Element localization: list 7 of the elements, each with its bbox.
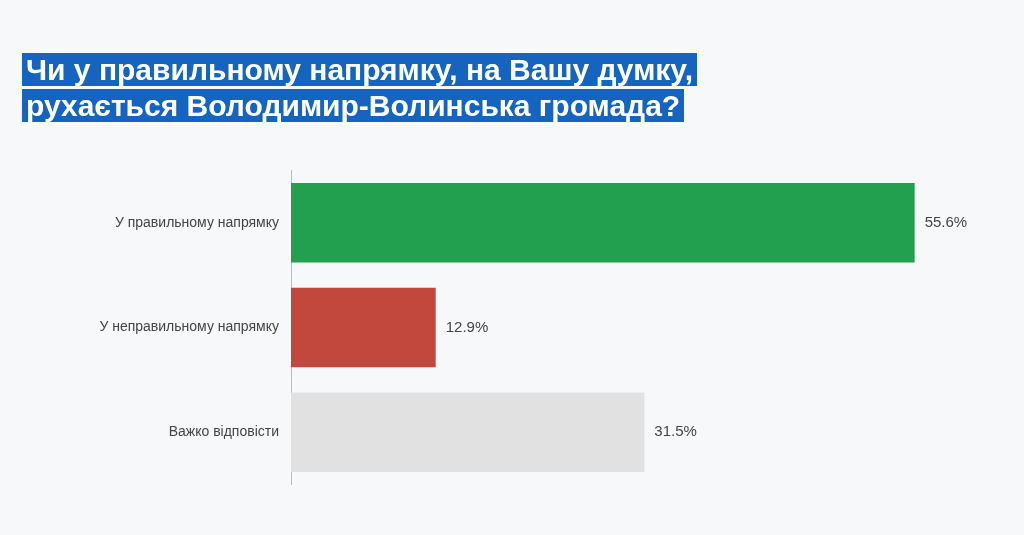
y-tick-label: У неправильному напрямку xyxy=(99,318,279,335)
chart-title: Чи у правильному напрямку, на Вашу думку, рухається Володимир-Волинська громада? xyxy=(22,53,698,122)
data-label: 12.9% xyxy=(445,317,489,335)
data-label: 55.6% xyxy=(924,212,968,230)
data-label: 31.5% xyxy=(654,422,697,440)
y-tick-label: Важко відповісти xyxy=(168,423,279,440)
y-tick-label: У правильному напрямку xyxy=(114,213,279,230)
